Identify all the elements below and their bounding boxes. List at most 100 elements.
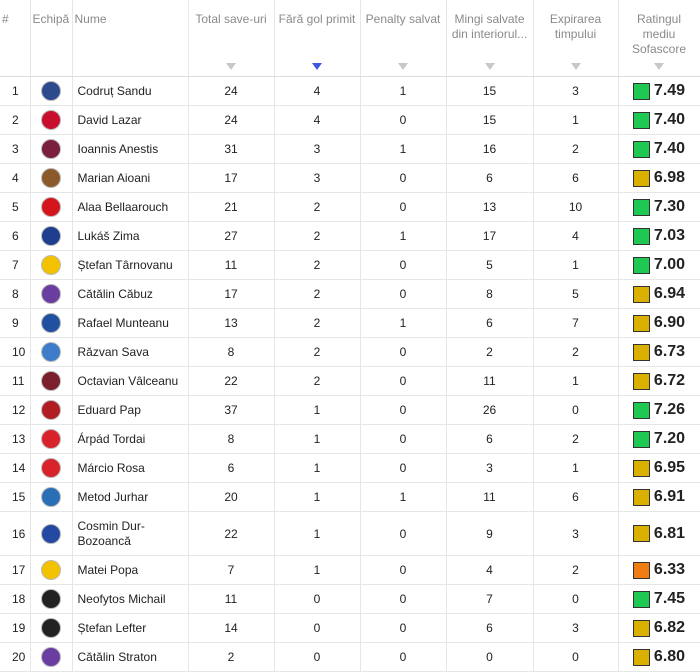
table-cell: 1 xyxy=(274,424,361,454)
column-header-text: # xyxy=(2,12,9,26)
table-cell: 0 xyxy=(360,395,447,425)
team-logo xyxy=(41,400,61,420)
rating-value: 7.49 xyxy=(653,82,686,99)
table-cell: 31 xyxy=(188,134,275,164)
rating-value: 6.72 xyxy=(653,372,686,389)
table-row: 2 David Lazar 24 4 0 15 1 7.40 xyxy=(0,105,700,135)
team-logo xyxy=(41,313,61,333)
column-header[interactable]: Ratingul mediu Sofascore xyxy=(618,0,700,77)
table-row: 15 Metod Jurhar 20 1 1 11 6 6.91 xyxy=(0,482,700,512)
column-header-text: Total save-uri xyxy=(195,12,267,26)
table-cell: 3 xyxy=(0,134,31,164)
table-cell: 16 xyxy=(0,511,31,556)
table-cell: Lukáš Zima xyxy=(72,221,189,251)
rating: 7.30 xyxy=(621,198,698,216)
table-cell: 11 xyxy=(446,482,534,512)
team-logo xyxy=(41,197,61,217)
table-cell: 12 xyxy=(0,395,31,425)
sort-arrow xyxy=(226,63,236,70)
team-logo-cell xyxy=(30,105,73,135)
table-cell: 26 xyxy=(446,395,534,425)
rating: 6.91 xyxy=(621,488,698,506)
table-row: 16 Cosmin Dur-Bozoancă 22 1 0 9 3 6.81 xyxy=(0,511,700,556)
table-cell: 2 xyxy=(274,221,361,251)
team-logo xyxy=(41,371,61,391)
rating: 6.94 xyxy=(621,285,698,303)
table-cell: 4 xyxy=(0,163,31,193)
column-header[interactable]: Fără gol primit xyxy=(274,0,361,77)
table-cell: 0 xyxy=(360,366,447,396)
table-cell: 2 xyxy=(533,134,619,164)
table-cell: 6 xyxy=(533,163,619,193)
team-logo xyxy=(41,342,61,362)
rating-value: 6.81 xyxy=(653,524,686,542)
table-cell: 8 xyxy=(188,424,275,454)
rating-cell: 6.98 xyxy=(618,163,700,193)
column-header-text: Nume xyxy=(74,12,107,26)
team-logo xyxy=(41,487,61,507)
table-cell: 0 xyxy=(360,642,447,672)
column-header[interactable]: Total save-uri xyxy=(188,0,275,77)
rating-value: 6.98 xyxy=(653,169,686,186)
table-cell: 2 xyxy=(274,308,361,338)
table-cell: 17 xyxy=(0,555,31,585)
rating: 7.26 xyxy=(621,401,698,419)
sort-arrow xyxy=(398,63,408,70)
table-cell: 0 xyxy=(360,337,447,367)
table-cell: 7 xyxy=(533,308,619,338)
column-header: Echipă xyxy=(30,0,73,77)
table-cell: David Lazar xyxy=(72,105,189,135)
rating-value: 6.80 xyxy=(653,648,686,665)
table-cell: 11 xyxy=(188,250,275,280)
table-cell: 6 xyxy=(0,221,31,251)
rating: 7.40 xyxy=(621,111,698,129)
table-cell: 1 xyxy=(533,105,619,135)
table-cell: 6 xyxy=(188,453,275,483)
rating-cell: 6.73 xyxy=(618,337,700,367)
header-row: # Echipă Nume Total save-uri Fără gol primit… xyxy=(0,0,700,77)
table-cell: 10 xyxy=(533,192,619,222)
column-header[interactable]: Expirarea timpului xyxy=(533,0,619,77)
table-cell: 0 xyxy=(360,279,447,309)
rating-value: 6.94 xyxy=(653,285,686,302)
team-logo-cell xyxy=(30,134,73,164)
rating-square xyxy=(632,285,650,303)
table-cell: 15 xyxy=(0,482,31,512)
team-logo xyxy=(41,139,61,159)
table-cell: 0 xyxy=(360,555,447,585)
table-cell: 22 xyxy=(188,366,275,396)
rating-square xyxy=(632,140,650,158)
table-cell: 0 xyxy=(360,453,447,483)
column-header[interactable]: Mingi salvate din interiorul... xyxy=(446,0,534,77)
table-row: 14 Márcio Rosa 6 1 0 3 1 6.95 xyxy=(0,453,700,483)
rating: 7.45 xyxy=(621,590,698,608)
rating-square xyxy=(632,82,650,100)
table-row: 4 Marian Aioani 17 3 0 6 6 6.98 xyxy=(0,163,700,193)
column-header-text: Fără gol primit xyxy=(278,12,356,26)
table-cell: 0 xyxy=(446,642,534,672)
rating-value: 7.30 xyxy=(653,198,686,215)
table-cell: 14 xyxy=(0,453,31,483)
rating-square xyxy=(632,430,650,448)
table-cell: 2 xyxy=(274,250,361,280)
table-cell: 0 xyxy=(533,584,619,614)
team-logo xyxy=(41,589,61,609)
rating-cell: 7.40 xyxy=(618,134,700,164)
rating: 7.00 xyxy=(621,256,698,274)
rating: 6.80 xyxy=(621,648,698,666)
team-logo-cell xyxy=(30,584,73,614)
table-cell: Cătălin Căbuz xyxy=(72,279,189,309)
table-cell: 6 xyxy=(446,613,534,643)
column-header[interactable]: Penalty salvat xyxy=(360,0,447,77)
team-logo-cell xyxy=(30,555,73,585)
table-cell: 2 xyxy=(274,337,361,367)
table-cell: 17 xyxy=(446,221,534,251)
table-cell: Ștefan Lefter xyxy=(72,613,189,643)
rating-square xyxy=(632,372,650,390)
rating-square xyxy=(632,525,650,542)
rating-cell: 6.94 xyxy=(618,279,700,309)
rating-square xyxy=(632,198,650,216)
rating-cell: 6.80 xyxy=(618,642,700,672)
table-cell: 0 xyxy=(274,613,361,643)
column-header-text: Echipă xyxy=(32,12,70,26)
